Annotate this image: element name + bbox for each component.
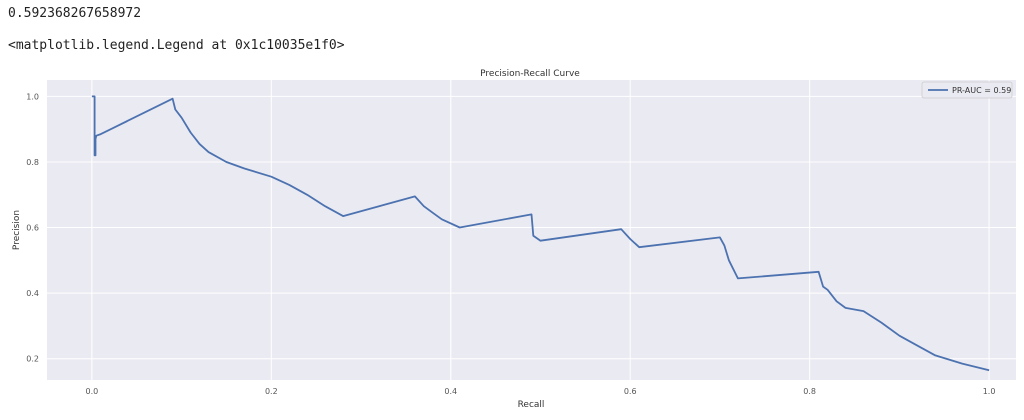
x-axis-label: Recall: [518, 400, 545, 410]
x-tick-label: 0.4: [444, 387, 457, 396]
output-legend-repr-text: <matplotlib.legend.Legend at 0x1c10035e1…: [8, 38, 345, 53]
grid-lines: [47, 80, 1016, 380]
precision-recall-chart: Precision-Recall Curve 0.0 0.2 0.4 0.6 0.8 1.…: [12, 69, 1016, 410]
plot-area: [47, 80, 1016, 380]
y-tick-label: 1.0: [26, 92, 39, 101]
chart-title: Precision-Recall Curve: [480, 69, 580, 79]
x-tick-label: 0.6: [624, 387, 637, 396]
x-tick-label: 1.0: [983, 387, 996, 396]
y-tick-label: 0.4: [26, 289, 39, 298]
x-tick-label: 0.2: [265, 387, 278, 396]
legend-box: [921, 81, 1013, 99]
output-value-text: 0.592368267658972: [8, 6, 142, 21]
x-tick-label: 0.0: [85, 387, 98, 396]
pr-curve-line: [91, 95, 990, 372]
y-tick-label: 0.2: [26, 355, 39, 364]
y-tick-label: 0.6: [26, 224, 39, 233]
legend: PR-AUC = 0.59: [921, 81, 1013, 99]
y-axis-label: Precision: [12, 210, 22, 250]
legend-label: PR-AUC = 0.59: [952, 86, 1011, 95]
x-tick-label: 0.8: [803, 387, 816, 396]
tick-labels: 0.0 0.2 0.4 0.6 0.8 1.0 0.2 0.4 0.6 0.8 1.0: [26, 92, 995, 396]
y-tick-label: 0.8: [26, 158, 39, 167]
